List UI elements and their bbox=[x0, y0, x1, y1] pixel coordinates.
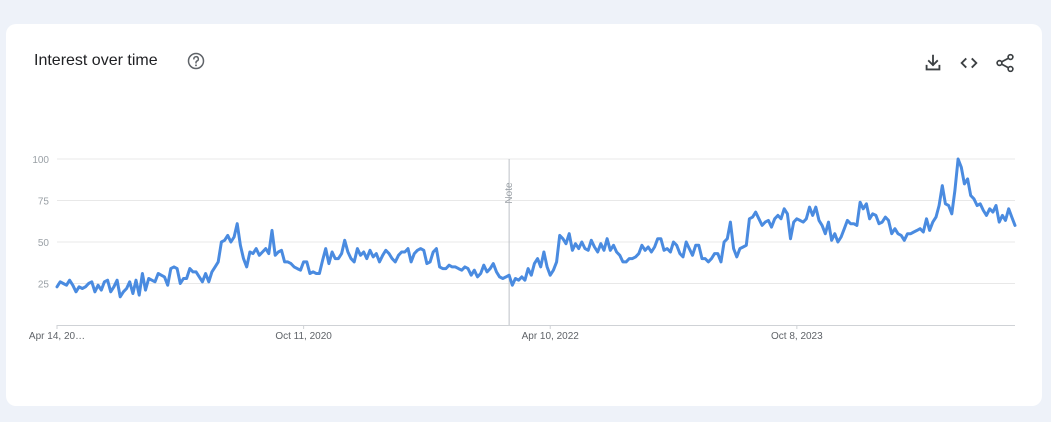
x-tick-label: Apr 14, 20… bbox=[29, 331, 85, 342]
y-tick-label: 25 bbox=[38, 280, 50, 291]
annotation-label: Note bbox=[504, 182, 515, 204]
y-tick-label: 75 bbox=[38, 197, 50, 208]
y-tick-label: 100 bbox=[32, 155, 49, 166]
x-tick-label: Apr 10, 2022 bbox=[522, 331, 580, 342]
help-circle-icon[interactable] bbox=[186, 51, 206, 71]
card-actions bbox=[922, 52, 1016, 74]
x-tick-label: Oct 11, 2020 bbox=[275, 331, 332, 342]
card-title: Interest over time bbox=[34, 52, 158, 69]
share-icon[interactable] bbox=[994, 52, 1016, 74]
download-icon[interactable] bbox=[922, 52, 944, 74]
interest-series-line bbox=[55, 157, 1017, 299]
embed-code-icon[interactable] bbox=[958, 52, 980, 74]
x-tick-label: Oct 8, 2023 bbox=[771, 331, 823, 342]
y-tick-label: 50 bbox=[38, 238, 50, 249]
